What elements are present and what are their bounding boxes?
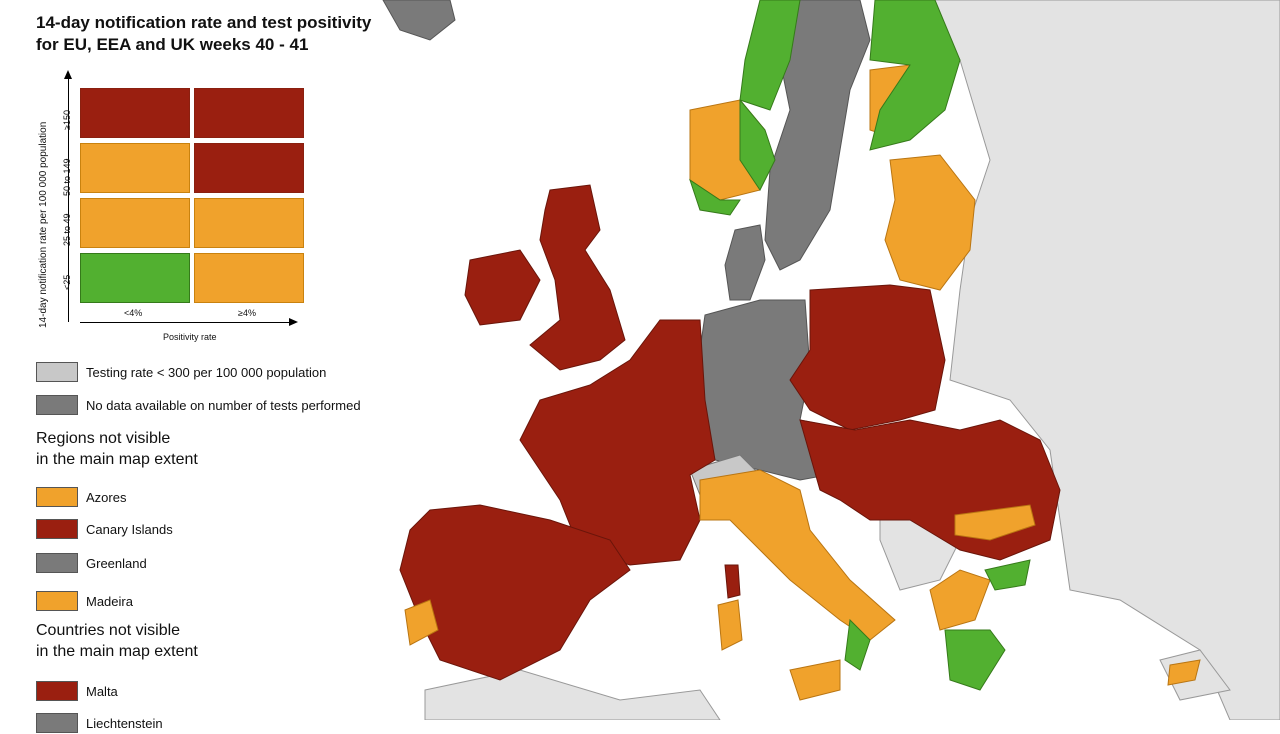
high-regions xyxy=(399,184,1061,681)
country-label: Malta xyxy=(86,683,118,699)
swatch xyxy=(36,681,78,701)
col-label: <4% xyxy=(124,308,143,318)
legend-country: Liechtenstein xyxy=(36,712,163,734)
swatch xyxy=(36,362,78,382)
map-title-line-1: 14-day notification rate and test positi… xyxy=(36,13,372,32)
legend-no-data: No data available on number of tests per… xyxy=(36,394,361,416)
row-label: 25 to 49 xyxy=(62,213,72,246)
map-title-line-2: for EU, EEA and UK weeks 40 - 41 xyxy=(36,35,309,54)
x-axis-arrow xyxy=(80,318,298,326)
countries-heading-2: in the main map extent xyxy=(36,643,198,660)
legend-cell xyxy=(80,253,190,303)
country-label: Liechtenstein xyxy=(86,715,163,731)
swatch xyxy=(36,713,78,733)
region-label: Madeira xyxy=(86,593,133,609)
countries-heading-1: Countries not visible xyxy=(36,622,181,639)
region-label: Canary Islands xyxy=(86,521,173,537)
low-regions xyxy=(689,0,1031,691)
x-axis-title: Positivity rate xyxy=(163,332,217,342)
map-title: 14-day notification rate and test positi… xyxy=(36,12,371,56)
legend-region: Azores xyxy=(36,486,126,508)
legend-testing: Testing rate < 300 per 100 000 populatio… xyxy=(36,361,326,383)
swatch xyxy=(36,519,78,539)
region-label: Azores xyxy=(86,489,127,505)
swatch xyxy=(36,395,78,415)
legend-cell xyxy=(80,143,190,193)
y-axis-title: 14-day notification rate per 100 000 pop… xyxy=(38,121,49,328)
row-label: 50 to 149 xyxy=(62,158,72,196)
legend-cell xyxy=(80,198,190,248)
legend-cell xyxy=(194,198,304,248)
legend-cell xyxy=(194,253,304,303)
row-label: <25 xyxy=(62,274,72,290)
legend-country: Malta xyxy=(36,680,118,702)
legend-cell xyxy=(80,88,190,138)
legend-testing-label: Testing rate < 300 per 100 000 populatio… xyxy=(86,364,327,380)
legend-no-data-label: No data available on number of tests per… xyxy=(86,397,361,413)
swatch xyxy=(36,591,78,611)
legend-matrix xyxy=(80,88,306,304)
swatch xyxy=(36,553,78,573)
legend-region: Canary Islands xyxy=(36,518,173,540)
region-label: Greenland xyxy=(86,555,147,571)
legend-region: Greenland xyxy=(36,552,147,574)
swatch xyxy=(36,487,78,507)
legend-cell xyxy=(194,88,304,138)
legend-region: Madeira xyxy=(36,590,133,612)
col-label: ≥4% xyxy=(238,308,256,318)
regions-heading-2: in the main map extent xyxy=(36,451,198,468)
legend-cell xyxy=(194,143,304,193)
row-label: ≥150 xyxy=(62,110,72,130)
y-axis-arrow xyxy=(64,70,72,322)
regions-heading-1: Regions not visible xyxy=(36,430,171,447)
regions-heading: Regions not visible in the main map exte… xyxy=(36,428,198,470)
countries-heading: Countries not visible in the main map ex… xyxy=(36,620,198,662)
